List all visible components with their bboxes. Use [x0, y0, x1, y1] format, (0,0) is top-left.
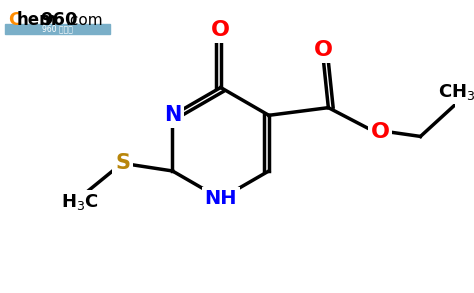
Text: O: O [314, 40, 333, 60]
Text: H$_3$C: H$_3$C [61, 192, 98, 212]
Text: 960 化工网: 960 化工网 [42, 25, 73, 33]
Text: 960: 960 [40, 11, 78, 29]
Text: .com: .com [65, 13, 103, 28]
Bar [5, 24, 110, 34]
Text: N: N [164, 105, 181, 125]
Text: O: O [211, 20, 230, 40]
Text: C: C [8, 11, 21, 29]
Text: O: O [371, 122, 390, 142]
Text: hem: hem [16, 11, 57, 29]
Text: NH: NH [204, 189, 237, 208]
Text: S: S [115, 153, 130, 173]
Text: CH$_3$: CH$_3$ [438, 82, 474, 102]
